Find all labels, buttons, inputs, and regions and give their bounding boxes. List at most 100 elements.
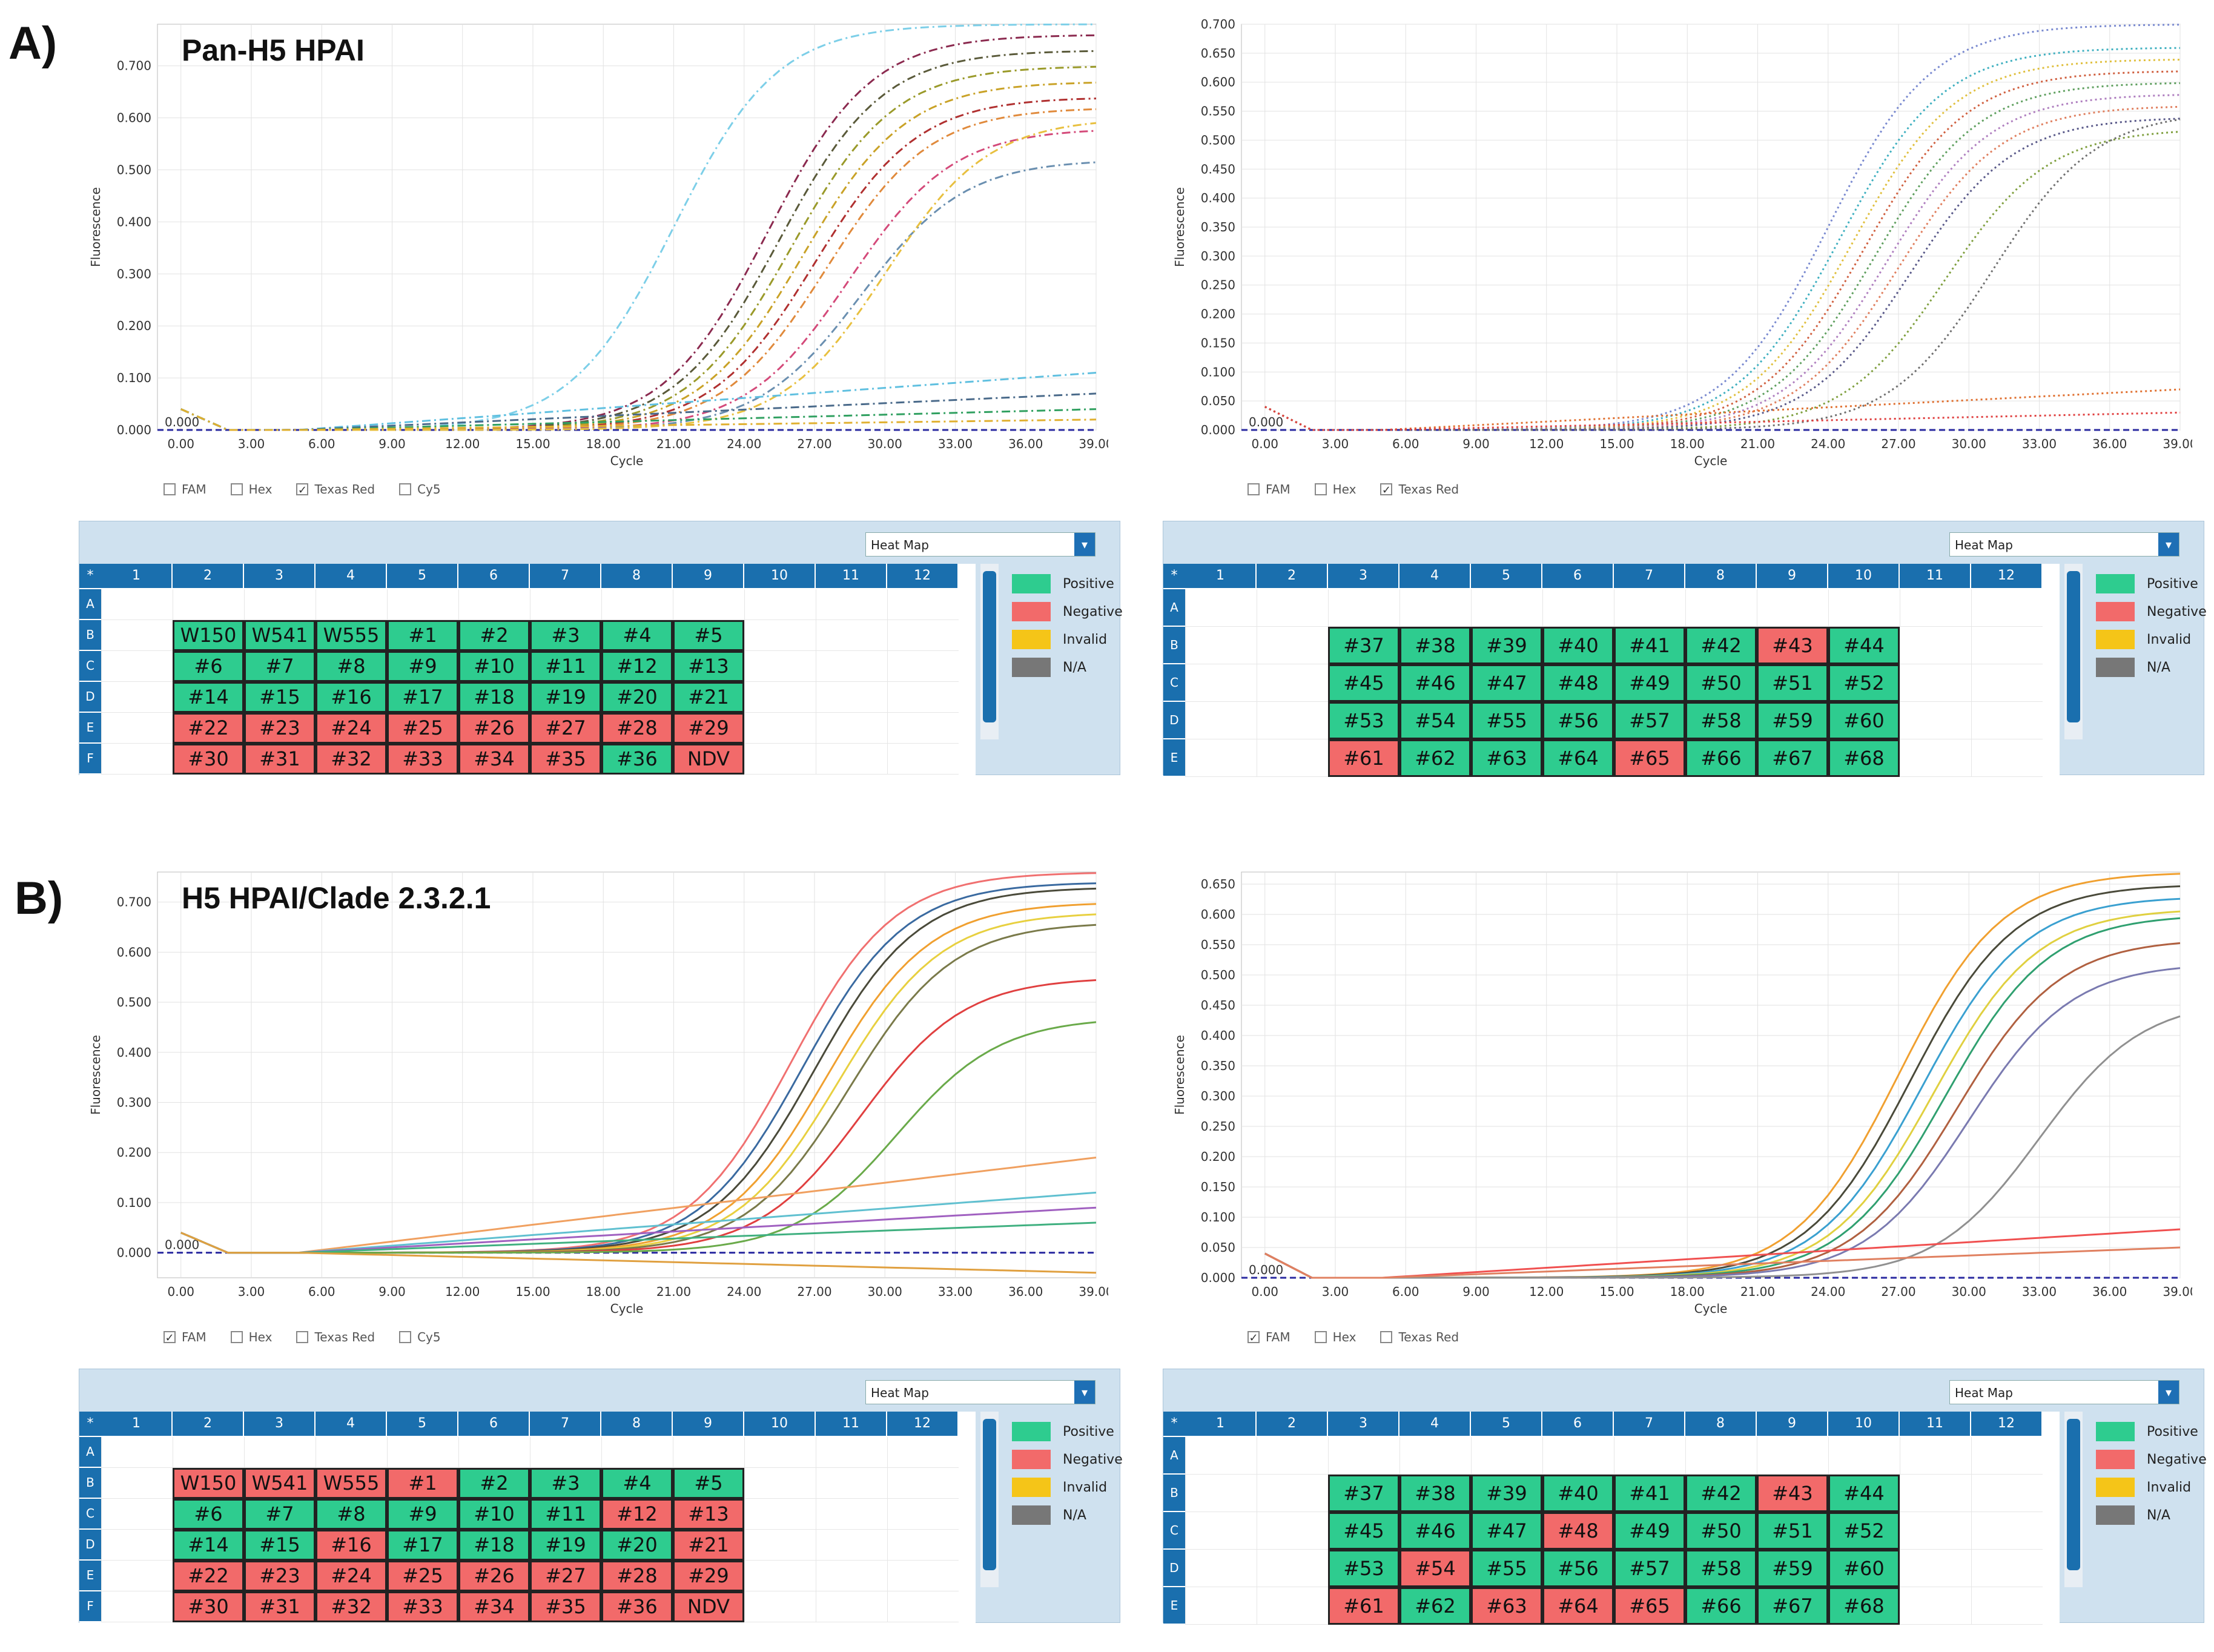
vertical-scrollbar[interactable] xyxy=(2064,1412,2083,1587)
empty-well[interactable] xyxy=(387,1437,458,1468)
well-result[interactable]: #45 xyxy=(1328,664,1399,702)
well-result[interactable]: #55 xyxy=(1471,702,1542,739)
chevron-down-icon[interactable]: ▾ xyxy=(2158,1381,2179,1404)
empty-well[interactable] xyxy=(1257,1475,1328,1512)
well-result[interactable]: #40 xyxy=(1542,627,1614,664)
well-result[interactable]: #53 xyxy=(1328,702,1399,739)
plate-row-header[interactable]: D xyxy=(79,1530,101,1559)
plate-column-header[interactable]: 8 xyxy=(1685,1412,1756,1436)
empty-well[interactable] xyxy=(887,1468,959,1499)
well-result[interactable]: #3 xyxy=(530,620,601,651)
plate-column-header[interactable]: 6 xyxy=(1542,564,1613,588)
plate-column-header[interactable]: 1 xyxy=(101,1412,171,1436)
view-mode-dropdown[interactable]: Heat Map ▾ xyxy=(1949,1380,2179,1404)
plate-row-header[interactable]: C xyxy=(1163,664,1185,701)
vertical-scrollbar[interactable] xyxy=(980,564,999,739)
empty-well[interactable] xyxy=(816,1468,887,1499)
well-result[interactable]: #47 xyxy=(1471,664,1542,702)
plate-column-header[interactable]: 8 xyxy=(601,564,672,588)
plate-row-header[interactable]: F xyxy=(79,744,101,773)
empty-well[interactable] xyxy=(101,1437,173,1468)
plate-column-header[interactable]: 7 xyxy=(530,1412,600,1436)
empty-well[interactable] xyxy=(1257,627,1328,664)
channel-hex-checkbox[interactable]: Hex xyxy=(1314,1330,1356,1344)
empty-well[interactable] xyxy=(1971,1437,2043,1475)
well-result[interactable]: W555 xyxy=(316,620,387,651)
plate-column-header[interactable]: 3 xyxy=(1328,564,1398,588)
well-result[interactable]: #13 xyxy=(673,1499,744,1530)
well-result[interactable]: #3 xyxy=(530,1468,601,1499)
well-result[interactable]: #34 xyxy=(458,1591,530,1622)
empty-well[interactable] xyxy=(887,651,959,682)
empty-well[interactable] xyxy=(887,1530,959,1561)
well-result[interactable]: #42 xyxy=(1685,1475,1757,1512)
well-result[interactable]: #65 xyxy=(1614,1587,1685,1625)
well-result[interactable]: #51 xyxy=(1757,1512,1828,1550)
well-result[interactable]: #42 xyxy=(1685,627,1757,664)
plate-column-header[interactable]: 1 xyxy=(1185,564,1255,588)
empty-well[interactable] xyxy=(1900,702,1971,739)
empty-well[interactable] xyxy=(101,682,173,713)
vertical-scrollbar[interactable] xyxy=(980,1412,999,1587)
plate-row-header[interactable]: A xyxy=(1163,1437,1185,1473)
well-result[interactable]: #7 xyxy=(244,1499,316,1530)
plate-column-header[interactable]: 10 xyxy=(1828,1412,1898,1436)
plate-column-header[interactable]: 2 xyxy=(1257,1412,1327,1436)
well-result[interactable]: #43 xyxy=(1757,627,1828,664)
checkbox-box[interactable] xyxy=(1314,1331,1327,1343)
empty-well[interactable] xyxy=(816,744,887,775)
well-result[interactable]: #41 xyxy=(1614,1475,1685,1512)
channel-texas-red-checkbox[interactable]: ✓ Texas Red xyxy=(1380,482,1459,497)
plate-column-header[interactable]: 4 xyxy=(1399,564,1470,588)
well-result[interactable]: #2 xyxy=(458,1468,530,1499)
well-result[interactable]: #25 xyxy=(387,713,458,744)
well-result[interactable]: #44 xyxy=(1828,627,1900,664)
plate-column-header[interactable]: 12 xyxy=(887,564,957,588)
plate-row-header[interactable]: C xyxy=(79,651,101,681)
empty-well[interactable] xyxy=(530,589,601,620)
empty-well[interactable] xyxy=(887,713,959,744)
empty-well[interactable] xyxy=(458,589,530,620)
checkbox-box[interactable]: ✓ xyxy=(1247,1331,1260,1344)
well-result[interactable]: #56 xyxy=(1542,702,1614,739)
plate-column-header[interactable]: 9 xyxy=(1757,564,1827,588)
well-result[interactable]: #41 xyxy=(1614,627,1685,664)
checkbox-box[interactable] xyxy=(399,1331,412,1343)
well-result[interactable]: W150 xyxy=(173,1468,244,1499)
well-result[interactable]: #50 xyxy=(1685,1512,1757,1550)
well-result[interactable]: #15 xyxy=(244,1530,316,1561)
checkbox-box[interactable] xyxy=(1380,1331,1393,1343)
plate-row-header[interactable]: D xyxy=(1163,702,1185,738)
well-result[interactable]: #62 xyxy=(1399,739,1471,777)
empty-well[interactable] xyxy=(1257,589,1328,627)
plate-row-header[interactable]: B xyxy=(79,620,101,650)
well-result[interactable]: #10 xyxy=(458,1499,530,1530)
plate-row-header[interactable]: E xyxy=(79,713,101,742)
empty-well[interactable] xyxy=(1971,664,2043,702)
empty-well[interactable] xyxy=(1185,1512,1257,1550)
plate-row-header[interactable]: D xyxy=(1163,1550,1185,1586)
plate-column-header[interactable]: 11 xyxy=(816,1412,886,1436)
empty-well[interactable] xyxy=(887,744,959,775)
empty-well[interactable] xyxy=(101,651,173,682)
empty-well[interactable] xyxy=(1185,664,1257,702)
empty-well[interactable] xyxy=(244,1437,316,1468)
plate-row-header[interactable]: C xyxy=(79,1499,101,1528)
empty-well[interactable] xyxy=(1185,589,1257,627)
chevron-down-icon[interactable]: ▾ xyxy=(1074,533,1095,556)
well-result[interactable]: #40 xyxy=(1542,1475,1614,1512)
channel-hex-checkbox[interactable]: Hex xyxy=(230,482,272,497)
well-result[interactable]: #5 xyxy=(673,1468,744,1499)
well-result[interactable]: #27 xyxy=(530,713,601,744)
empty-well[interactable] xyxy=(1614,1437,1685,1475)
empty-well[interactable] xyxy=(887,682,959,713)
channel-fam-checkbox[interactable]: ✓ FAM xyxy=(1247,1330,1290,1344)
well-result[interactable]: #21 xyxy=(673,1530,744,1561)
empty-well[interactable] xyxy=(1257,702,1328,739)
well-result[interactable]: #63 xyxy=(1471,1587,1542,1625)
plate-column-header[interactable]: 5 xyxy=(387,564,457,588)
well-result[interactable]: #24 xyxy=(316,1561,387,1591)
well-result[interactable]: #16 xyxy=(316,1530,387,1561)
empty-well[interactable] xyxy=(887,1499,959,1530)
empty-well[interactable] xyxy=(744,1591,816,1622)
